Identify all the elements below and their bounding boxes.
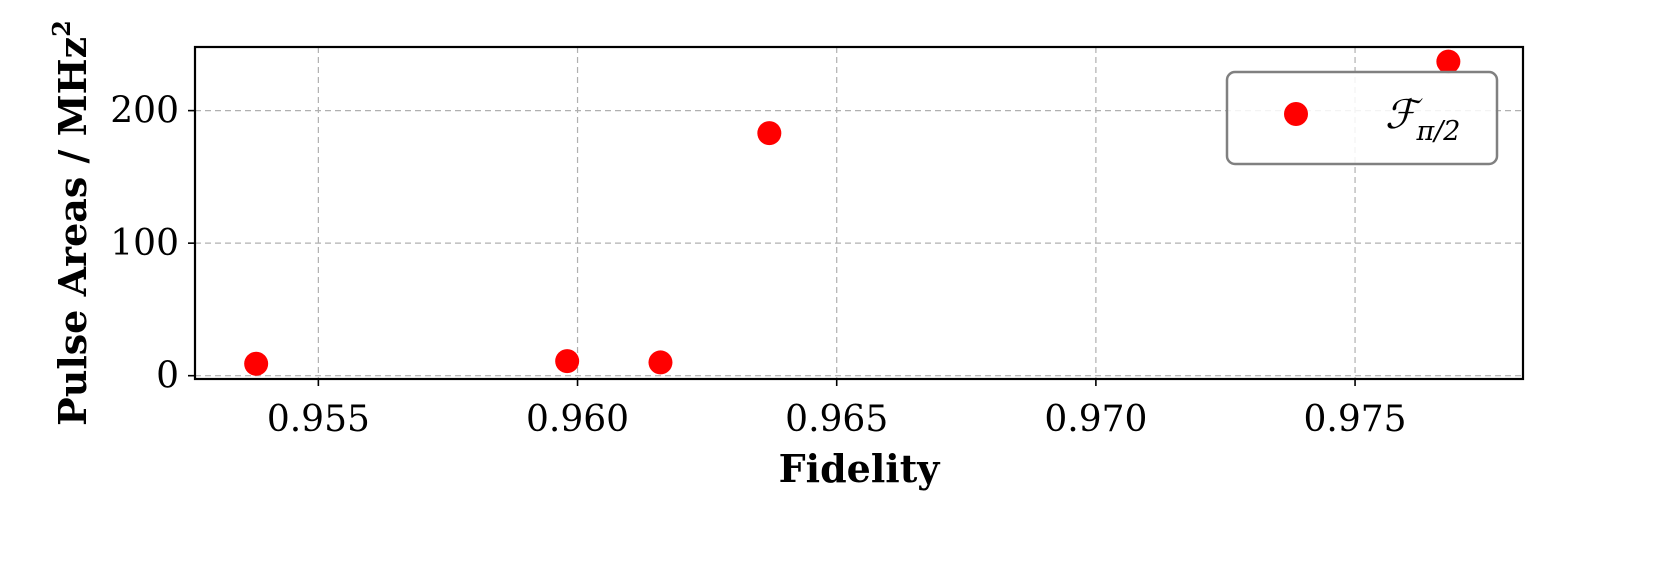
- y-tick-label: 100: [110, 223, 179, 264]
- data-point: [1436, 49, 1461, 74]
- x-tick-label: 0.965: [785, 399, 888, 440]
- data-point: [757, 121, 782, 146]
- y-axis-title-superscript: 2: [47, 20, 76, 37]
- x-tick-label: 0.970: [1044, 399, 1147, 440]
- data-point: [244, 351, 269, 376]
- legend-marker: [1284, 102, 1308, 126]
- legend: ℱπ/2: [1225, 70, 1499, 166]
- x-tick-label: 0.955: [267, 399, 370, 440]
- y-axis-title: Pulse Areas / MHz2: [47, 20, 95, 426]
- data-point: [648, 350, 673, 375]
- grid: [195, 47, 1523, 379]
- y-tick-label: 200: [110, 91, 179, 132]
- x-axis-title: Fidelity: [779, 446, 941, 491]
- y-axis-ticks: 0 100 200: [110, 91, 195, 397]
- data-point: [555, 349, 580, 374]
- plot-area-frame: [193, 45, 1525, 381]
- data-points: [244, 49, 1461, 376]
- x-tick-label: 0.975: [1304, 399, 1407, 440]
- legend-label-subscript: π/2: [1415, 116, 1460, 147]
- x-tick-label: 0.960: [526, 399, 629, 440]
- y-tick-label: 0: [156, 356, 179, 397]
- legend-box: [1225, 70, 1499, 166]
- y-axis-title-main: Pulse Areas / MHz: [50, 37, 95, 426]
- x-axis-ticks: 0.955 0.960 0.965 0.970 0.975: [267, 379, 1407, 440]
